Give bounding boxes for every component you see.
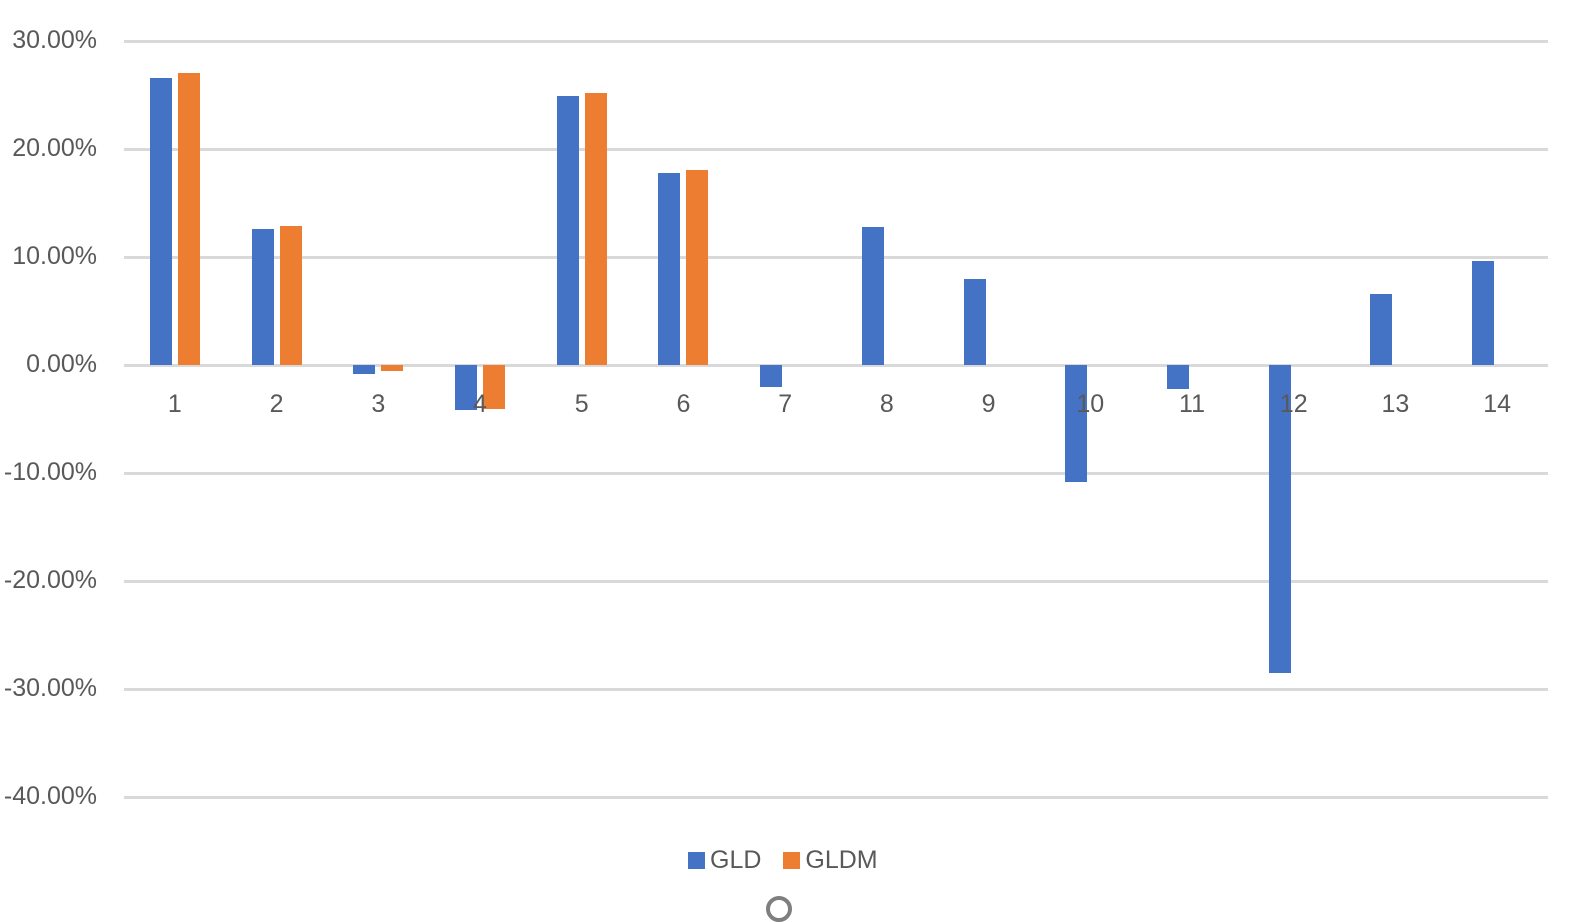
- bar-gldm: [584, 92, 607, 365]
- x-tick-label: 3: [371, 390, 386, 418]
- bar-gld: [963, 278, 986, 365]
- bar-gld: [556, 96, 579, 365]
- gridline: [124, 256, 1548, 259]
- gridline: [124, 472, 1548, 475]
- bar-gld: [861, 226, 884, 365]
- gridline: [124, 796, 1548, 799]
- x-tick-label: 14: [1483, 390, 1512, 418]
- bar-gldm: [483, 365, 505, 410]
- bar-gld: [1167, 365, 1189, 389]
- bar-gld: [760, 365, 783, 387]
- y-tick-label: 30.00%: [12, 26, 97, 54]
- y-tick-label: 20.00%: [12, 134, 97, 162]
- x-tick-label: 1: [167, 390, 182, 418]
- resize-handle-icon[interactable]: [766, 896, 792, 922]
- bar-gld: [1065, 365, 1088, 482]
- x-tick-label: 2: [269, 390, 284, 418]
- bar-gld: [1472, 261, 1495, 365]
- bar-gld: [251, 228, 274, 365]
- bar-gld: [353, 365, 376, 374]
- x-tick-label: 11: [1179, 390, 1205, 418]
- bar-gldm: [381, 365, 404, 371]
- gridline: [124, 580, 1548, 583]
- y-tick-label: 10.00%: [12, 242, 97, 270]
- bar-gldm: [686, 169, 709, 365]
- x-tick-label: 7: [778, 390, 793, 418]
- gldm-swatch-icon: [783, 852, 801, 869]
- x-tick-label: 9: [981, 390, 996, 418]
- legend-label-gld: GLD: [710, 846, 762, 874]
- x-tick-label: 6: [676, 390, 691, 418]
- legend-label-gldm: GLDM: [805, 846, 878, 874]
- bar-gldm: [279, 225, 302, 365]
- gld-swatch-icon: [688, 852, 705, 869]
- bar-gld: [1370, 293, 1393, 365]
- x-tick-label: 10: [1076, 390, 1105, 418]
- y-tick-label: -20.00%: [3, 566, 97, 594]
- bar-gld: [149, 77, 172, 365]
- x-tick-label: 8: [879, 390, 894, 418]
- gridline: [124, 364, 1548, 367]
- y-tick-label: 0.00%: [26, 350, 97, 378]
- y-tick-label: -30.00%: [3, 674, 97, 702]
- x-tick-label: 12: [1279, 390, 1308, 418]
- x-tick-label: 5: [574, 390, 589, 418]
- y-tick-label: -40.00%: [3, 782, 97, 810]
- gridline: [124, 148, 1548, 151]
- bar-gld: [658, 172, 681, 365]
- legend: GLD GLDM: [688, 846, 900, 875]
- gridline: [124, 40, 1548, 43]
- legend-item-gldm: GLDM: [783, 846, 878, 875]
- bar-gldm: [177, 73, 200, 365]
- bar-gld: [455, 365, 477, 411]
- y-tick-label: -10.00%: [3, 458, 97, 486]
- x-tick-label: 13: [1381, 390, 1410, 418]
- gridline: [124, 688, 1548, 691]
- x-tick-label: 4: [473, 390, 487, 418]
- legend-item-gld: GLD: [688, 846, 761, 875]
- bar-gld: [1268, 365, 1291, 673]
